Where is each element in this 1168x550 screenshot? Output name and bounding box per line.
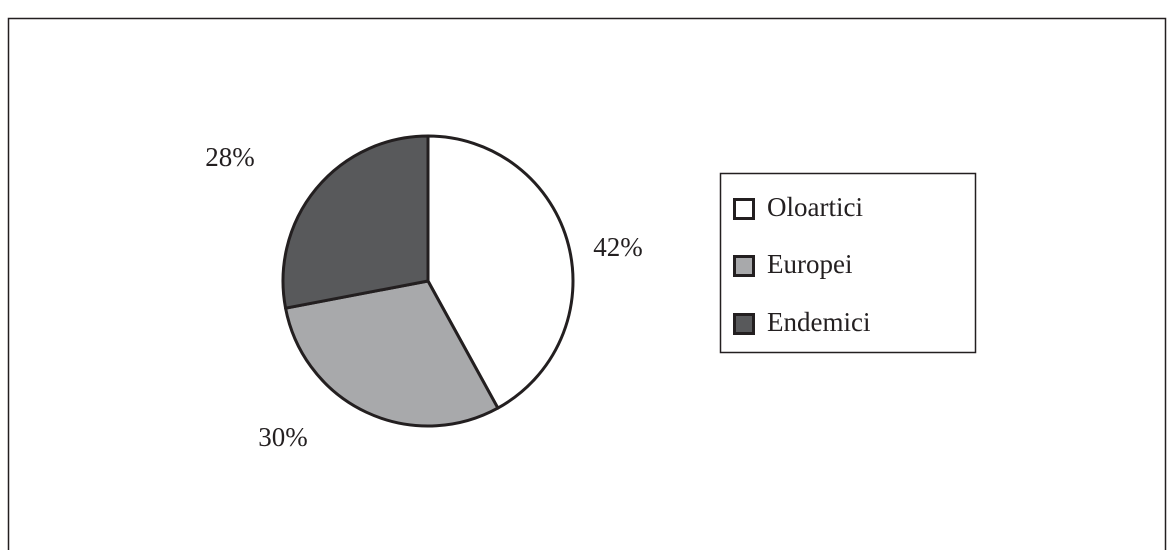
- pie-slice: [284, 279, 500, 428]
- legend-swatch: [733, 198, 755, 220]
- data-label: 28%: [205, 142, 255, 172]
- legend-label: Endemici: [767, 307, 870, 337]
- pie-slice: [281, 134, 430, 310]
- legend-box: [719, 172, 977, 354]
- chart-frame: [7, 17, 1167, 550]
- legend-swatch: [733, 255, 755, 277]
- legend-swatch: [733, 313, 755, 335]
- data-label: 42%: [593, 232, 643, 262]
- legend-label: Europei: [767, 249, 852, 279]
- data-label: 30%: [258, 422, 308, 452]
- pie-slice: [426, 134, 575, 410]
- legend-label: Oloartici: [767, 192, 863, 222]
